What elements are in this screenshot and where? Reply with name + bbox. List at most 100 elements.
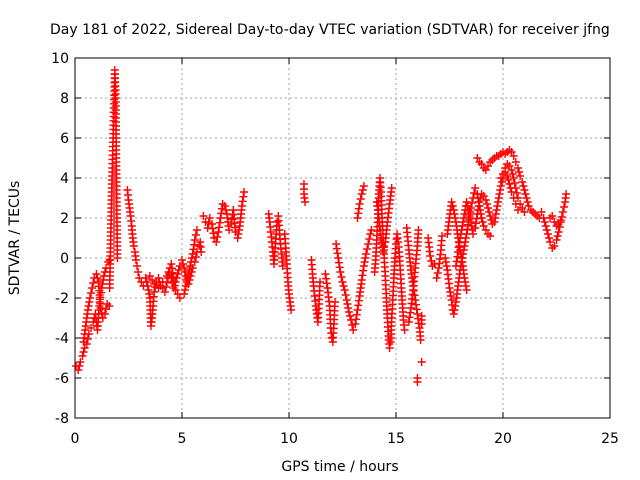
data-point	[553, 232, 562, 240]
data-point	[185, 266, 194, 274]
data-point	[442, 262, 451, 270]
data-point	[474, 202, 483, 210]
data-point	[88, 284, 97, 292]
data-point	[365, 235, 374, 243]
data-point	[179, 260, 188, 268]
data-point	[387, 184, 396, 192]
x-axis-label: GPS time / hours	[281, 459, 398, 475]
data-point	[511, 184, 520, 192]
data-point	[175, 294, 184, 302]
data-point	[554, 228, 563, 236]
y-tick-label: 8	[60, 91, 69, 107]
data-point	[145, 290, 154, 298]
data-point	[150, 288, 159, 296]
data-point	[360, 258, 369, 266]
plot-frame	[74, 57, 611, 419]
data-point	[448, 202, 457, 210]
data-point	[414, 226, 423, 234]
data-point	[238, 197, 247, 206]
data-point	[181, 282, 190, 290]
data-point	[85, 294, 94, 302]
data-point	[213, 233, 222, 241]
data-point	[516, 172, 525, 180]
y-tick-label: -4	[55, 331, 69, 347]
data-point	[332, 240, 341, 248]
data-point	[540, 218, 549, 226]
data-point	[154, 274, 163, 282]
data-point	[406, 308, 415, 317]
data-point	[432, 274, 441, 282]
data-point	[221, 206, 230, 214]
data-point	[339, 282, 348, 290]
data-point	[417, 312, 426, 320]
data-point	[199, 212, 208, 220]
data-point	[473, 210, 482, 218]
y-tick-label: -2	[55, 291, 69, 307]
data-point	[441, 254, 450, 262]
data-point	[129, 242, 138, 250]
data-point	[188, 250, 197, 258]
data-point	[463, 202, 472, 210]
data-point	[154, 284, 163, 292]
x-tick-label: 10	[280, 431, 298, 447]
data-point	[455, 238, 464, 247]
data-point	[426, 252, 435, 260]
data-point	[160, 288, 169, 296]
data-point	[187, 254, 196, 262]
data-point	[167, 260, 176, 268]
data-point	[495, 190, 504, 198]
data-point	[354, 204, 363, 213]
data-point	[504, 176, 513, 184]
data-point	[562, 190, 571, 198]
data-point	[482, 200, 491, 208]
data-point	[301, 198, 310, 206]
data-point	[343, 300, 352, 308]
data-point	[449, 206, 458, 214]
data-point	[508, 170, 517, 178]
data-point	[456, 230, 465, 238]
data-point	[278, 262, 287, 270]
data-point	[471, 224, 480, 232]
data-point	[362, 250, 371, 258]
data-point	[404, 318, 413, 326]
data-point	[485, 208, 494, 216]
data-point	[496, 186, 505, 194]
data-point	[173, 270, 182, 278]
data-point	[180, 286, 189, 294]
data-point	[216, 214, 225, 222]
x-tick-label: 20	[494, 431, 512, 447]
data-point	[180, 290, 189, 298]
data-point	[452, 257, 461, 266]
data-point	[450, 306, 459, 314]
data-point	[239, 192, 248, 201]
data-point	[331, 298, 340, 306]
data-point	[74, 366, 83, 374]
data-point	[486, 232, 495, 240]
x-tick-label: 25	[601, 431, 619, 447]
data-point	[359, 262, 368, 270]
data-point	[75, 362, 84, 370]
data-point	[358, 186, 367, 194]
chart-title: Day 181 of 2022, Sidereal Day-to-day VTE…	[50, 22, 610, 38]
data-point	[447, 198, 456, 206]
data-point	[237, 202, 246, 210]
data-point	[509, 152, 518, 160]
data-point	[523, 198, 532, 206]
data-point	[178, 256, 186, 264]
data-point	[78, 352, 87, 360]
data-point	[475, 198, 484, 206]
data-point	[520, 186, 529, 194]
data-point	[142, 278, 151, 286]
data-point	[474, 206, 483, 214]
data-point	[542, 226, 551, 234]
data-point	[511, 158, 520, 166]
data-point	[344, 308, 353, 316]
data-point	[503, 172, 512, 180]
data-point	[462, 198, 471, 206]
data-point	[471, 219, 480, 228]
data-point	[481, 196, 490, 204]
data-point	[522, 194, 531, 202]
data-point	[496, 182, 505, 190]
data-point	[445, 284, 454, 292]
data-point	[537, 208, 546, 216]
